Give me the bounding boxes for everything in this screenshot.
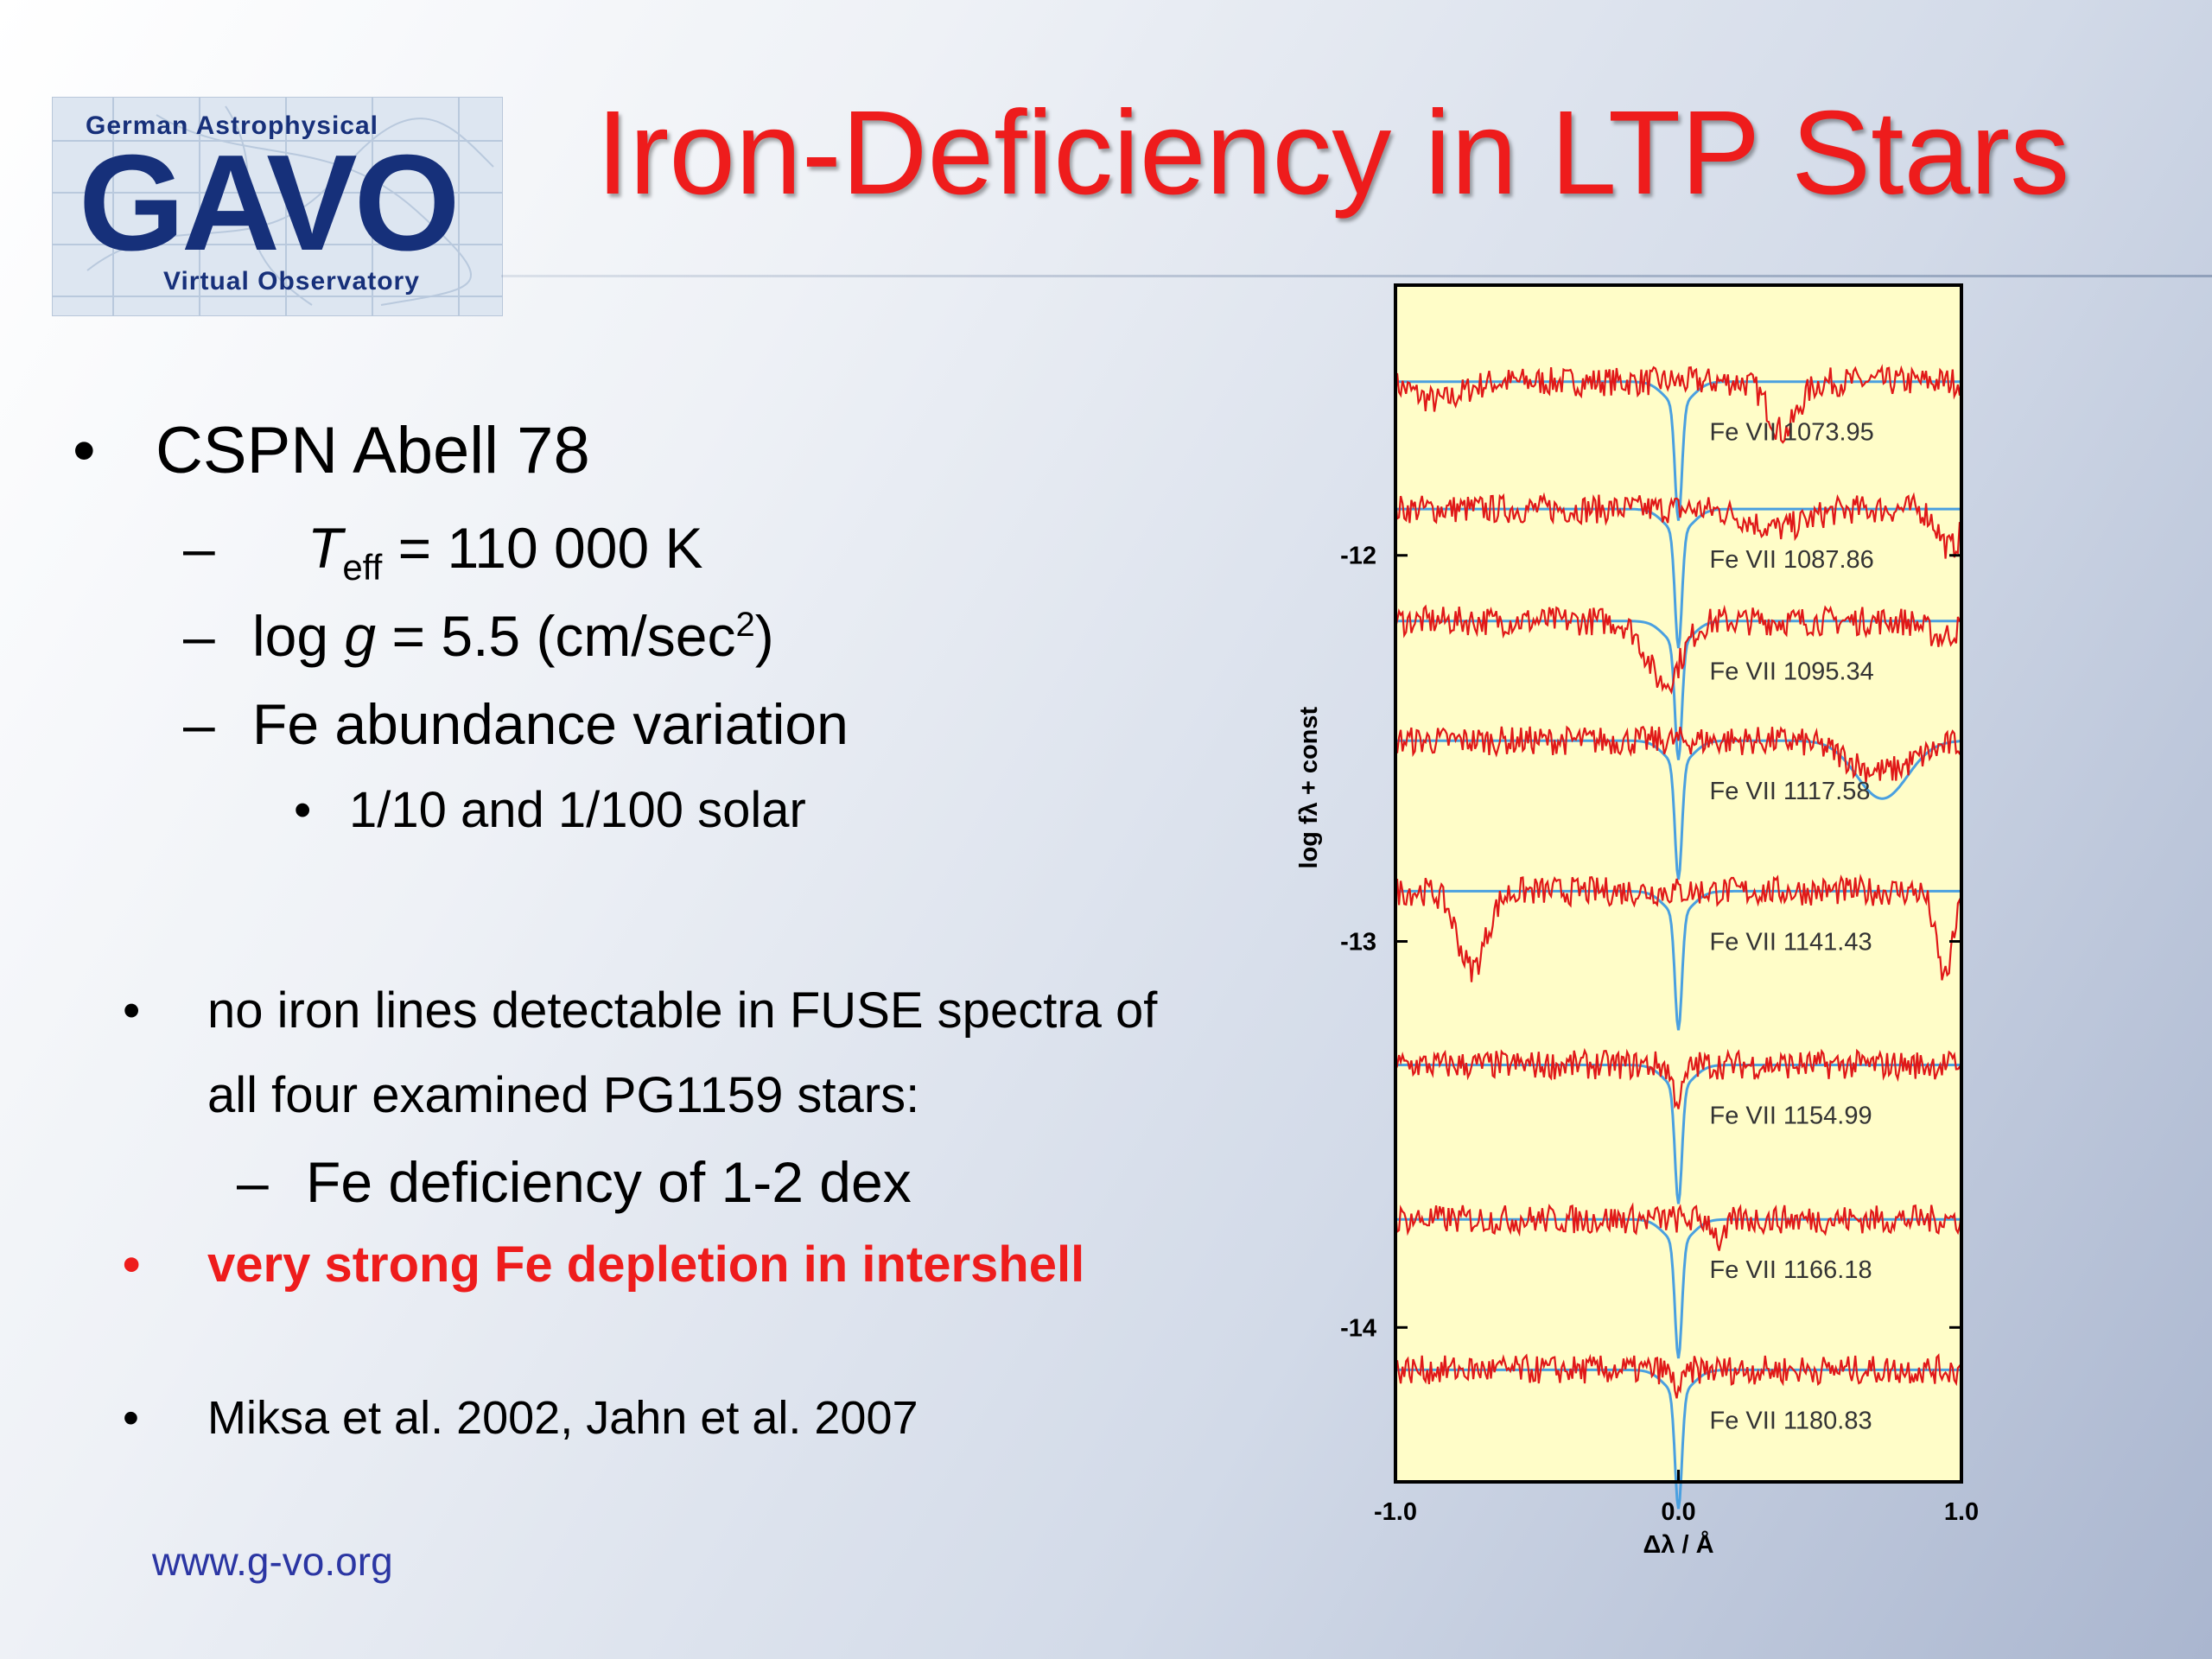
y-tick-label-3: -14 bbox=[1340, 1314, 1376, 1342]
observed-spectrum-7 bbox=[1394, 1202, 1963, 1251]
line-label-8: Fe VII 1180.83 bbox=[1710, 1407, 1872, 1434]
dash-marker: – bbox=[183, 692, 215, 756]
logo-main-text: GAVO bbox=[79, 127, 461, 279]
logg-prefix: log bbox=[252, 604, 345, 668]
bullet-marker: • bbox=[294, 782, 312, 838]
line-label-7: Fe VII 1166.18 bbox=[1710, 1256, 1872, 1284]
solar-fractions: 1/10 and 1/100 solar bbox=[349, 782, 806, 838]
model-spectrum-3 bbox=[1395, 620, 1961, 760]
teff-subscript: eff bbox=[342, 547, 383, 588]
observed-spectrum-1 bbox=[1394, 364, 1963, 444]
observed-spectrum-2 bbox=[1394, 492, 1963, 559]
fe-abundance-variation: Fe abundance variation bbox=[252, 692, 849, 756]
bullet-marker: • bbox=[73, 414, 96, 487]
observed-spectrum-6 bbox=[1394, 1047, 1963, 1109]
logo-top-text: German Astrophysical bbox=[86, 111, 378, 140]
line-label-2: Fe VII 1087.86 bbox=[1710, 546, 1874, 574]
model-spectrum-6 bbox=[1395, 1064, 1961, 1205]
line-label-6: Fe VII 1154.99 bbox=[1710, 1102, 1872, 1129]
x-tick-label-2: 0.0 bbox=[1661, 1498, 1695, 1526]
dash-marker: – bbox=[183, 604, 215, 668]
teff-value: = 110 000 K bbox=[382, 516, 703, 580]
observed-spectrum-3 bbox=[1394, 604, 1962, 696]
bullet-cspn-abell-78: CSPN Abell 78 bbox=[156, 414, 590, 487]
teff-line: Teff = 110 000 K bbox=[308, 515, 703, 588]
y-tick-label-1: -12 bbox=[1340, 543, 1376, 570]
logo-bottom-text: Virtual Observatory bbox=[163, 267, 420, 296]
no-iron-lines-line1: no iron lines detectable in FUSE spectra… bbox=[207, 982, 1158, 1039]
slide-title: Iron-Deficiency in LTP Stars bbox=[596, 86, 2070, 219]
logg-line: log g = 5.5 (cm/sec2) bbox=[252, 603, 774, 669]
observed-spectrum-5 bbox=[1394, 874, 1963, 982]
y-axis-label: log fλ + const bbox=[1295, 707, 1323, 869]
fe-deficiency: Fe deficiency of 1-2 dex bbox=[306, 1150, 912, 1214]
x-tick-label-3: 1.0 bbox=[1944, 1498, 1979, 1526]
logg-value: = 5.5 (cm/sec bbox=[376, 604, 736, 668]
dash-marker: – bbox=[183, 516, 215, 580]
line-label-1: Fe VII 1073.95 bbox=[1710, 419, 1874, 447]
x-tick-label-1: -1.0 bbox=[1374, 1498, 1417, 1526]
fe-depletion-intershell: very strong Fe depletion in intershell bbox=[207, 1236, 1085, 1293]
dash-marker: – bbox=[237, 1150, 269, 1214]
bullet-marker: • bbox=[123, 1392, 139, 1444]
references: Miksa et al. 2002, Jahn et al. 2007 bbox=[207, 1392, 918, 1444]
no-iron-lines-line2: all four examined PG1159 stars: bbox=[207, 1067, 920, 1123]
logo-grid-pattern bbox=[53, 98, 502, 315]
footer-url: www.g-vo.org bbox=[152, 1539, 393, 1584]
gavo-logo: German Astrophysical GAVO Virtual Observ… bbox=[52, 97, 503, 316]
logg-close: ) bbox=[754, 604, 774, 668]
model-spectrum-5 bbox=[1395, 889, 1961, 1031]
logg-symbol: g bbox=[344, 604, 377, 668]
line-label-4: Fe VII 1117.58 bbox=[1710, 778, 1871, 805]
bullet-marker: • bbox=[123, 982, 141, 1039]
observed-spectrum-8 bbox=[1394, 1353, 1962, 1399]
line-label-5: Fe VII 1141.43 bbox=[1710, 928, 1872, 956]
observed-spectrum-4 bbox=[1394, 725, 1963, 783]
x-axis-label: Δλ / Å bbox=[1643, 1530, 1713, 1559]
bullet-marker: • bbox=[123, 1236, 141, 1293]
line-label-3: Fe VII 1095.34 bbox=[1710, 658, 1874, 686]
y-tick-label-2: -13 bbox=[1340, 929, 1376, 957]
title-divider bbox=[501, 275, 2212, 277]
logg-superscript: 2 bbox=[735, 606, 755, 644]
fe-vii-spectra-chart: Fe VII 1073.95 Fe VII 1087.86 Fe VII 1095.… bbox=[1295, 283, 1979, 1559]
teff-symbol: T bbox=[308, 516, 343, 580]
